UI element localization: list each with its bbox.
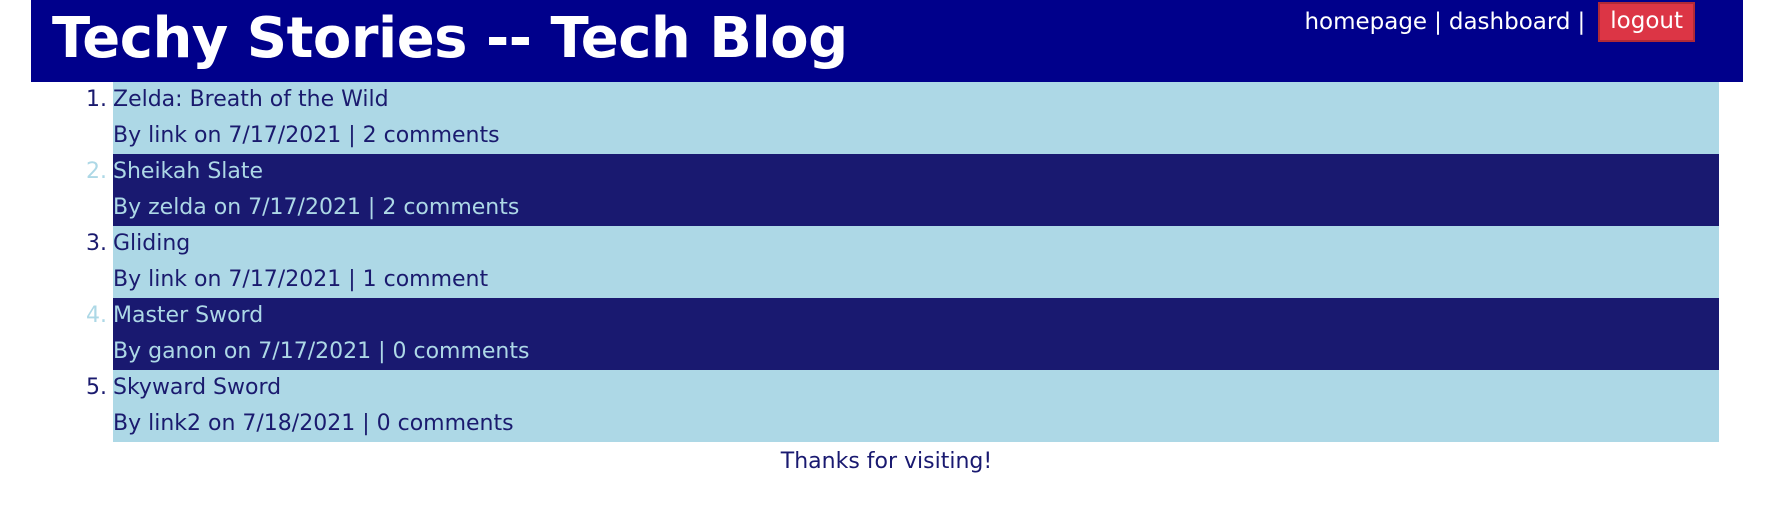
post-meta: By link on 7/17/2021 | 1 comment [113, 267, 489, 292]
post-item[interactable]: 4. Master Sword By ganon on 7/17/2021 | … [86, 298, 1719, 370]
nav-separator: | [1434, 9, 1442, 35]
post-item[interactable]: 1. Zelda: Breath of the Wild By link on … [86, 82, 1719, 154]
post-number: 5. [86, 375, 107, 400]
post-meta: By ganon on 7/17/2021 | 0 comments [113, 339, 530, 364]
post-title[interactable]: Sheikah Slate [113, 159, 264, 184]
post-number: 2. [86, 159, 107, 184]
nav-homepage-link[interactable]: homepage [1304, 9, 1428, 35]
site-title: Techy Stories -- Tech Blog [52, 6, 848, 71]
post-meta: By link2 on 7/18/2021 | 0 comments [113, 411, 514, 436]
post-list: 1. Zelda: Breath of the Wild By link on … [86, 82, 1719, 442]
post-title[interactable]: Gliding [113, 231, 191, 256]
post-title[interactable]: Skyward Sword [113, 375, 282, 400]
post-meta: By zelda on 7/17/2021 | 2 comments [113, 195, 520, 220]
nav-separator: | [1577, 9, 1586, 35]
post-title[interactable]: Zelda: Breath of the Wild [113, 87, 389, 112]
post-item[interactable]: 3. Gliding By link on 7/17/2021 | 1 comm… [86, 226, 1719, 298]
post-title[interactable]: Master Sword [113, 303, 264, 328]
logout-button[interactable]: logout [1598, 2, 1695, 42]
main-nav: homepage | dashboard | logout [1304, 2, 1695, 42]
footer-text: Thanks for visiting! [780, 449, 993, 474]
post-number: 3. [86, 231, 107, 256]
post-meta: By link on 7/17/2021 | 2 comments [113, 123, 500, 148]
post-item[interactable]: 2. Sheikah Slate By zelda on 7/17/2021 |… [86, 154, 1719, 226]
post-number: 1. [86, 87, 107, 112]
site-footer: Thanks for visiting! [0, 448, 1773, 476]
nav-dashboard-link[interactable]: dashboard [1448, 9, 1571, 35]
post-number: 4. [86, 303, 107, 328]
site-header: Techy Stories -- Tech Blog homepage | da… [31, 0, 1743, 82]
post-item[interactable]: 5. Skyward Sword By link2 on 7/18/2021 |… [86, 370, 1719, 442]
